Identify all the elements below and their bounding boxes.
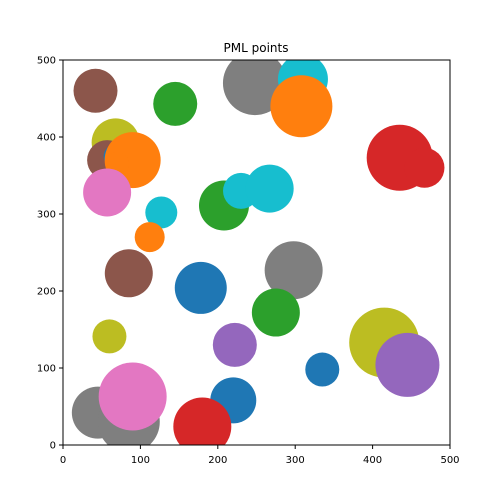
data-point-28 (173, 397, 232, 445)
x-tick-label-1: 100 (131, 455, 150, 466)
x-tick-label-5: 500 (440, 455, 459, 466)
x-tick-label-4: 400 (363, 455, 382, 466)
data-point-14 (134, 222, 165, 253)
data-point-22 (92, 319, 127, 354)
x-tick-label-2: 200 (208, 455, 227, 466)
data-point-26 (375, 332, 440, 397)
y-tick-label-3: 300 (37, 210, 56, 221)
y-axis: 0 100 200 300 400 500 (37, 56, 63, 452)
y-tick-label-5: 500 (37, 56, 56, 67)
data-point-0 (73, 68, 118, 113)
y-tick-label-0: 0 (50, 441, 56, 452)
x-tick-label-0: 0 (60, 455, 66, 466)
data-point-21 (251, 288, 300, 337)
data-point-20 (264, 241, 323, 300)
x-axis: 0 100 200 300 400 500 (60, 445, 460, 466)
plot-frame (62, 59, 451, 446)
data-point-12 (83, 168, 132, 217)
data-point-18 (104, 249, 153, 298)
data-point-13 (145, 196, 178, 229)
data-point-17 (245, 164, 294, 213)
y-tick-label-1: 100 (37, 364, 56, 375)
y-tick-label-2: 200 (37, 287, 56, 298)
data-point-1 (153, 81, 198, 126)
chart-title: PML points (224, 41, 289, 55)
y-tick-label-4: 400 (37, 133, 56, 144)
data-point-24 (305, 352, 340, 387)
data-point-19 (174, 261, 227, 314)
data-point-23 (212, 322, 257, 367)
data-point-6 (404, 147, 445, 188)
x-tick-label-3: 300 (286, 455, 305, 466)
data-point-32 (98, 362, 167, 431)
data-point-4 (270, 75, 333, 138)
points-layer (71, 60, 445, 445)
